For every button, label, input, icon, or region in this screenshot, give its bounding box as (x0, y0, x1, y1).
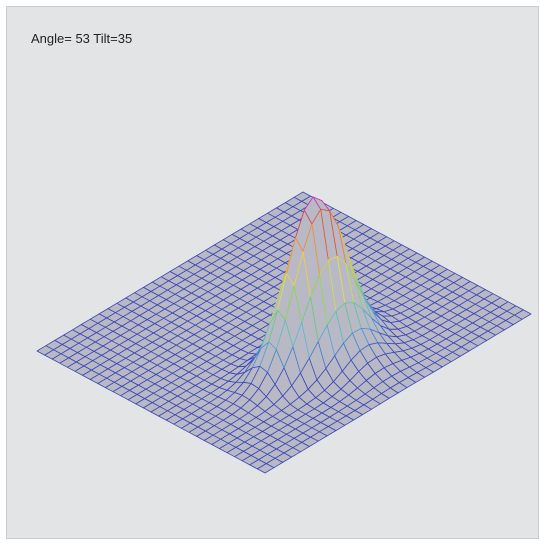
surface-plot-viewer[interactable]: Angle= 53 Tilt=35 (6, 6, 539, 539)
surface-mesh (36, 191, 532, 474)
surface-cell (256, 463, 275, 474)
view-angle-tilt-label: Angle= 53 Tilt=35 (31, 31, 133, 46)
surface-plot[interactable] (7, 7, 540, 540)
